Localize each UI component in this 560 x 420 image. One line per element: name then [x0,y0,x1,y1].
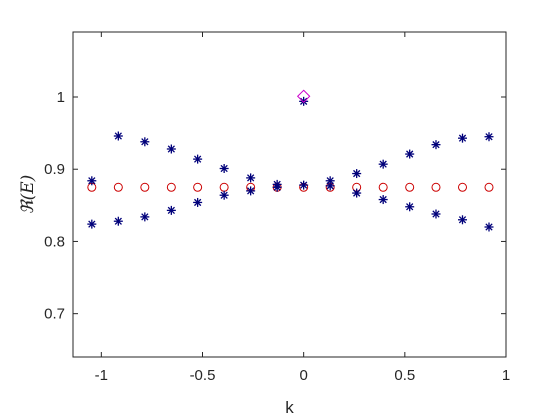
data-marks [87,89,494,232]
star-point [431,209,441,219]
circle-point [405,182,415,192]
star-point [299,180,309,190]
star-point [431,140,441,150]
circle-point [484,182,494,192]
x-tick-label: 1 [502,367,510,384]
y-axis-label: ℜ(E) [18,175,38,215]
star-point [246,186,256,196]
y-tick-label: 0.7 [44,306,65,323]
y-tick-label: 0.9 [44,161,65,178]
star-point [325,181,335,191]
star-point [378,195,388,205]
star-point [457,215,467,225]
star-point [484,222,494,232]
star-point [87,176,97,186]
star-point [166,144,176,154]
plot-area [72,31,507,358]
star-point [140,137,150,147]
star-point [219,190,229,200]
star-point [352,188,362,198]
x-axis-ticks: -1 -0.5 0 0.5 1 [95,32,510,384]
circle-point [140,182,150,192]
diamond-point [296,89,311,103]
circle-point [431,182,441,192]
circle-point [193,182,203,192]
star-point [113,131,123,141]
star-point [352,169,362,179]
star-point [272,182,282,192]
star-point [193,197,203,207]
star-point [299,96,309,106]
star-point [140,212,150,222]
circle-point [113,182,123,192]
star-point [219,164,229,173]
star-point [484,132,494,142]
x-tick-label: -0.5 [190,367,216,384]
star-point [405,149,415,159]
y-axis-ticks: 0.7 0.8 0.9 1 [44,89,506,323]
circle-point [166,182,176,192]
y-tick-label: 1 [57,89,65,106]
x-axis-label: k [285,398,294,417]
star-point [378,159,388,169]
star-point [405,202,415,212]
star-point [246,173,256,183]
star-point [113,216,123,226]
y-tick-label: 0.8 [44,233,65,250]
star-point [193,154,203,164]
circle-point [457,182,467,192]
x-tick-label: 0 [299,367,307,384]
star-point [166,205,176,215]
x-tick-label: 0.5 [394,367,415,384]
circle-point [378,182,388,192]
star-point [87,219,97,229]
star-point [457,133,467,143]
x-tick-label: -1 [95,367,108,384]
